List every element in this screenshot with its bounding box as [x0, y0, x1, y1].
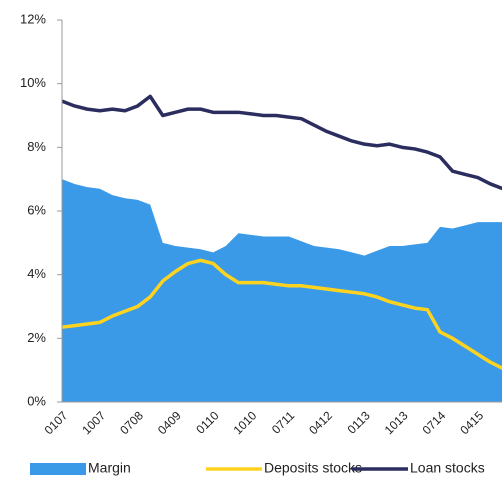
y-tick-label: 6%	[27, 202, 46, 217]
legend-label: Margin	[88, 460, 131, 476]
y-tick-label: 2%	[27, 330, 46, 345]
x-tick-label: 0409	[155, 408, 184, 437]
line	[61, 258, 502, 371]
x-tick-label: 1007	[79, 408, 108, 437]
y-tick-label: 0%	[27, 393, 46, 408]
area	[62, 179, 502, 402]
y-tick-label: 4%	[27, 266, 46, 281]
x-tick-label: 1013	[382, 408, 411, 437]
x-tick-label: 0708	[117, 408, 146, 437]
x-tick-label: 0714	[420, 408, 449, 437]
x-tick-label: 0711	[269, 408, 297, 436]
y-tick-label: 10%	[20, 75, 46, 90]
legend-label: Deposits stocks	[264, 460, 362, 476]
x-tick-label: 0107	[42, 408, 71, 437]
legend-swatch	[30, 463, 86, 475]
x-tick-label: 0415	[457, 408, 486, 437]
x-tick-label: 0113	[345, 408, 373, 436]
x-tick-label: 0412	[306, 408, 335, 437]
y-tick-label: 12%	[20, 11, 46, 26]
x-tick-label: 0110	[193, 408, 221, 436]
line	[61, 94, 502, 191]
x-tick-label: 1010	[231, 408, 260, 437]
y-tick-label: 8%	[27, 139, 46, 154]
legend-label: Loan stocks	[410, 460, 485, 476]
